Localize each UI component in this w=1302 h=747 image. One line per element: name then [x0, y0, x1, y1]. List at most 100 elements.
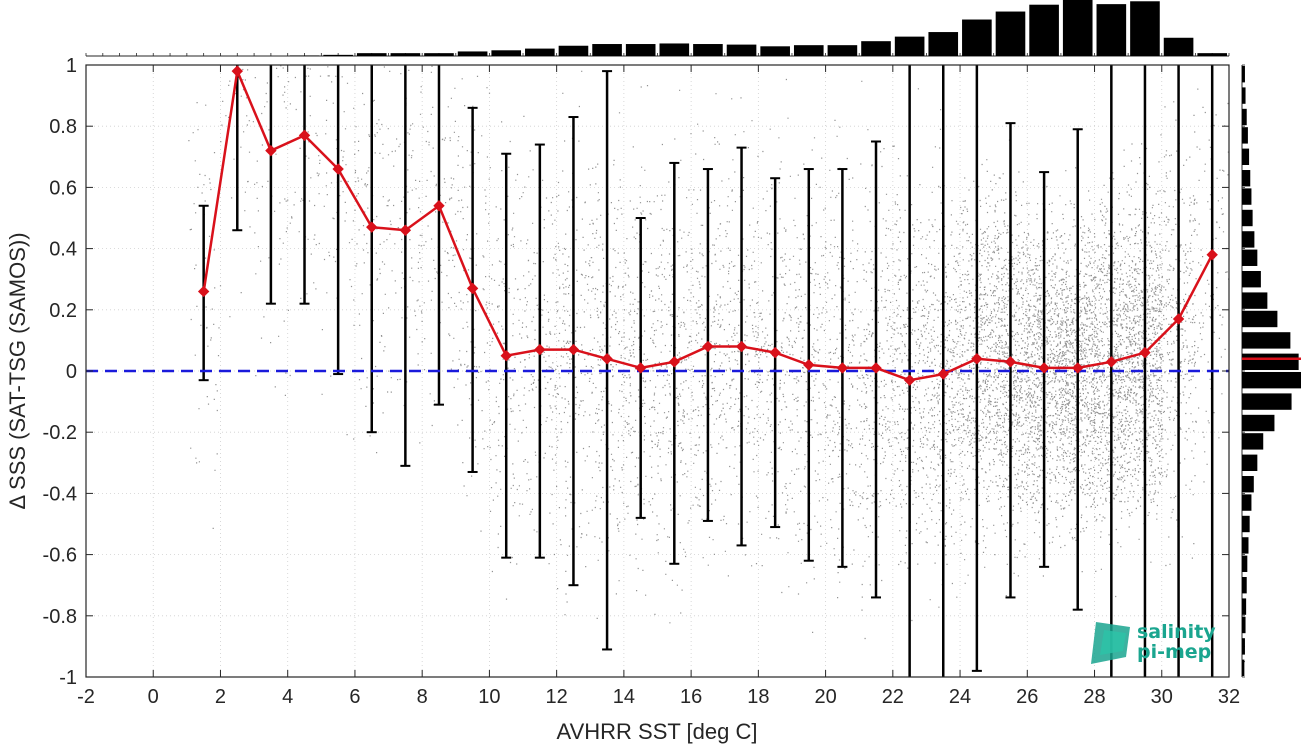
- mean-point: [937, 368, 949, 380]
- y-tick-label: -0.8: [43, 606, 77, 628]
- right-histogram-bar: [1242, 371, 1301, 389]
- mean-point: [702, 340, 714, 353]
- right-histogram-bar: [1242, 433, 1264, 450]
- right-histogram-bar: [1242, 515, 1250, 533]
- mean-point: [433, 200, 445, 212]
- salinity-pi-mep-logo: salinity pi-mep: [1091, 621, 1216, 664]
- mean-point: [1172, 313, 1185, 325]
- top-histogram-bar: [827, 45, 858, 56]
- right-histogram-bar: [1242, 170, 1251, 187]
- right-histogram-bar: [1242, 577, 1247, 594]
- y-tick-label: -1: [59, 667, 77, 689]
- y-tick-label: 0.6: [49, 177, 77, 199]
- right-histogram-bar: [1242, 454, 1258, 471]
- y-axis-label: Δ SSS (SAT-TSG (SAMOS)): [5, 232, 30, 509]
- right-histogram-bar: [1242, 87, 1246, 104]
- right-histogram-bar: [1242, 65, 1245, 83]
- right-histogram-bar: [1242, 476, 1254, 493]
- right-histogram-bar: [1242, 188, 1252, 205]
- mean-point: [1004, 356, 1017, 368]
- right-histogram-bar: [1242, 638, 1245, 655]
- mean-point: [265, 144, 277, 157]
- x-tick-label: 8: [417, 686, 428, 708]
- x-tick-label: 14: [613, 686, 635, 708]
- top-histogram-bar: [659, 43, 690, 56]
- top-histogram-bar: [693, 44, 723, 56]
- logo-line-1: salinity: [1137, 621, 1216, 643]
- x-tick-label: 20: [814, 686, 836, 708]
- right-histogram-bar: [1242, 310, 1278, 328]
- mean-point: [231, 65, 243, 77]
- right-histogram-bar: [1242, 616, 1246, 634]
- mean-series: [197, 65, 1218, 386]
- top-histogram-bar: [1130, 1, 1160, 57]
- mean-point: [500, 349, 512, 362]
- top-histogram-bar: [861, 41, 891, 56]
- right-histogram-bar: [1242, 353, 1299, 371]
- right-histogram-bar: [1242, 231, 1255, 248]
- right-histogram-bar: [1242, 332, 1291, 349]
- x-tick-label: 4: [282, 686, 293, 708]
- y-tick-label: 1: [66, 55, 77, 77]
- x-tick-label: 24: [949, 686, 971, 708]
- mean-point: [668, 356, 681, 368]
- mean-point: [197, 285, 210, 298]
- logo-mark-inner-icon: [1100, 630, 1126, 655]
- mean-point: [870, 362, 882, 374]
- top-histogram-bar: [356, 53, 387, 56]
- right-histogram: [1241, 64, 1301, 678]
- mean-point: [735, 340, 748, 353]
- right-histogram-bar: [1242, 537, 1249, 554]
- x-axis-label: AVHRR SST [deg C]: [557, 719, 758, 744]
- top-histogram-bar: [1096, 4, 1127, 56]
- top-histogram-bar: [1163, 37, 1194, 56]
- right-histogram-bar: [1242, 127, 1248, 144]
- right-histogram-bar: [1242, 292, 1268, 309]
- x-tick-label: -2: [77, 686, 95, 708]
- top-histogram-bar: [457, 51, 488, 56]
- top-histogram-bar: [625, 44, 656, 56]
- y-axis-ticks: -1 -0.8 -0.6 -0.4 -0.2 0 0.2 0.4 0.6 0.8 1: [43, 55, 1229, 689]
- mean-point: [601, 353, 613, 365]
- mean-point: [1072, 362, 1084, 374]
- top-histogram-bar: [390, 53, 421, 56]
- x-tick-label: 0: [148, 686, 159, 708]
- x-tick-label: 12: [546, 686, 568, 708]
- right-histogram-bar: [1242, 598, 1247, 615]
- x-tick-label: 18: [747, 686, 769, 708]
- top-histogram-bar: [1029, 4, 1059, 56]
- mean-point: [836, 362, 849, 374]
- top-histogram-bar: [1062, 0, 1093, 56]
- top-histogram-bar: [793, 45, 824, 56]
- top-histogram-bar: [558, 45, 589, 56]
- right-histogram-bar: [1242, 148, 1250, 165]
- y-tick-label: 0: [66, 361, 77, 383]
- right-histogram-bar: [1242, 414, 1275, 432]
- top-histogram-bar: [323, 54, 353, 56]
- top-histogram-bar: [525, 48, 555, 56]
- top-histogram-bar: [726, 44, 757, 56]
- mean-point: [971, 353, 983, 365]
- top-histogram-bar: [928, 32, 959, 56]
- y-tick-label: -0.4: [43, 483, 77, 505]
- x-axis-ticks: -2 0 2 4 6 8 10 12 14 16 18 20 22 24 26 28 30 32: [77, 65, 1240, 708]
- top-histogram-bar: [962, 19, 992, 56]
- right-histogram-bar: [1242, 393, 1292, 410]
- y-tick-label: 0.4: [49, 239, 77, 261]
- top-histogram-bar: [760, 46, 790, 56]
- mean-point: [903, 374, 916, 386]
- top-histogram-bar: [424, 53, 454, 56]
- x-tick-label: 32: [1218, 686, 1240, 708]
- x-tick-label: 30: [1151, 686, 1173, 708]
- mean-point: [634, 362, 647, 374]
- right-histogram-bar: [1242, 659, 1245, 677]
- mean-point: [1206, 249, 1218, 261]
- top-histogram-bar: [1197, 53, 1227, 56]
- top-histogram-bar: [592, 44, 622, 56]
- x-tick-label: 6: [349, 686, 360, 708]
- right-histogram-bar: [1242, 555, 1248, 572]
- y-tick-label: -0.2: [43, 422, 77, 444]
- y-tick-label: -0.6: [43, 545, 77, 567]
- right-histogram-bar: [1242, 249, 1258, 266]
